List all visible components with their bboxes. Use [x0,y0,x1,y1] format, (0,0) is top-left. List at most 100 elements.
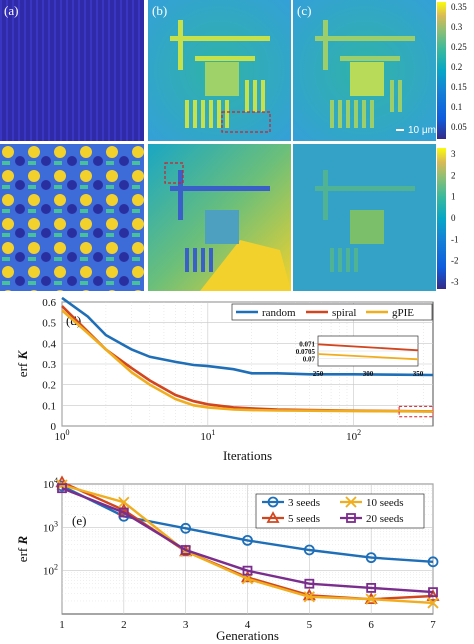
x-tick-label-d: 101 [200,428,215,443]
y-tick-label-d: 0.3 [42,359,56,371]
colorbar-bottom-tick-label: 0 [451,213,456,223]
inset-x-tick-label: 350 [413,370,424,378]
data-point-20-seeds [366,583,377,593]
x-tick-label-d: 100 [55,428,70,443]
y-tick-label-d: 0 [51,421,57,433]
x-tick-label-e: 3 [183,619,189,631]
y-tick-label-d: 0.2 [42,380,56,392]
colorbar-top-tick-label: 0.2 [451,62,462,72]
data-point-20-seeds [180,545,191,555]
legend-box-e [255,493,425,529]
legend-label-gPIE: gPIE [392,307,414,319]
inset-y-tick-label: 0.071 [299,341,315,349]
x-tick-label-e: 5 [307,619,313,631]
inset-x-tick-label: 250 [313,370,324,378]
x-axis-label-e: Generations [216,628,279,643]
colorbar-bottom-tick-label: -1 [451,234,459,244]
data-point-20-seeds [428,587,438,598]
phase-artifact-region [200,240,291,291]
colorbar-bottom-tick-label: 2 [451,170,456,180]
panel-label-a: (a) [4,3,18,18]
x-tick-label-e: 2 [121,619,127,631]
legend-d: random spiral gPIE [231,303,433,321]
legend-label-20-seeds: 20 seeds [366,513,404,525]
panel-a-phase [0,144,144,291]
colorbar-bottom: 3 2 1 0 -1 -2 -3 [437,148,459,289]
x-tick-label-e: 4 [245,619,251,631]
legend-marker-3-seeds [267,496,279,508]
test-target-c-top [315,20,415,128]
colorbar-top: 0.35 0.3 0.25 0.2 0.15 0.1 0.05 [437,2,467,139]
chart-d: 0 0.1 0.2 0.3 0.4 0.5 0.6 100 101 102 Iterations er… [15,296,434,463]
colorbar-top-tick-label: 0.1 [451,102,462,112]
colorbar-top-tick-label: 0.35 [451,2,467,12]
y-axis-label-e: erf R [15,535,30,562]
colorbar-bottom-tick-label: -2 [451,256,459,266]
colorbar-bottom-tick-label: -3 [451,277,459,287]
legend-label-5-seeds: 5 seeds [288,513,320,525]
scale-bar-label: 10 μm [408,125,436,136]
chart-e: 102 103 104 1 2 3 4 5 6 7 Generations erf R (e) 3 see… [15,475,440,643]
data-point-3-seeds [365,552,377,564]
colorbar-top-tick-label: 0.15 [451,82,467,92]
x-tick-label-e: 7 [430,619,436,631]
panel-label-c: (c) [297,3,311,18]
legend-marker-10-seeds [345,496,357,508]
data-point-3-seeds [303,544,315,556]
data-point-20-seeds [242,565,253,576]
colorbar-bottom-tick-label: 1 [451,192,456,202]
legend-marker-20-seeds [346,513,356,523]
data-point-10-seeds [365,593,377,605]
x-tick-label-e: 1 [59,619,65,631]
panel-a-amplitude [0,0,144,141]
inset-marker-box [221,111,271,133]
colorbar-top-tick-label: 0.3 [451,22,463,32]
y-tick-label-d: 0.6 [42,297,56,309]
legend-marker-5-seeds [266,511,280,523]
legend-label-3-seeds: 3 seeds [288,497,320,509]
data-point-20-seeds [304,578,315,589]
x-tick-label-d: 102 [346,428,361,443]
data-point-3-seeds [242,534,253,546]
image-panels: (a) (b) (c) 10 μm [0,0,436,291]
data-point-20-seeds [57,483,67,494]
series-line-20-seeds [61,487,434,594]
test-target-b-top [170,20,270,128]
colorbar-top-tick-label: 0.05 [451,122,467,132]
y-tick-label-e: 104 [43,476,58,491]
legend-label-10-seeds: 10 seeds [366,497,404,509]
data-point-10-seeds [427,597,439,609]
inset-x-tick-label: 300 [363,370,374,378]
data-point-10-seeds [303,591,315,603]
data-point-10-seeds [118,496,130,508]
inset-series-line-gPIE [317,353,419,361]
data-point-5-seeds [117,503,131,515]
colorbar-top-tick-label: 0.25 [451,42,467,52]
data-point-3-seeds [427,556,439,568]
data-point-3-seeds [180,522,192,534]
panel-label-e: (e) [72,513,86,528]
legend-label-random: random [262,307,296,319]
y-tick-label-e: 102 [43,563,58,578]
panel-label-b: (b) [152,3,167,18]
scale-bar [396,129,404,131]
y-axis-label-d: erf K [15,349,30,377]
inset-series-line-spiral [317,343,419,352]
zoom-region-box [398,405,434,418]
x-tick-label-e: 6 [368,619,374,631]
legend-e: 3 seeds 5 seeds 10 seeds 20 seeds [255,493,425,529]
y-tick-label-e: 103 [43,519,58,534]
legend-box-d [231,303,433,321]
test-target-c-bottom [315,170,415,272]
data-point-20-seeds [118,507,129,518]
series-line-random [61,296,434,377]
colorbar-bottom-tick-label: 3 [451,149,456,159]
dashed-marker-box [164,162,184,184]
series-line-gPIE [61,309,434,413]
y-tick-label-d: 0.5 [42,318,56,330]
y-tick-label-d: 0.1 [42,400,56,412]
x-axis-label-d: Iterations [223,448,272,463]
inset-y-tick-label: 0.07 [303,356,316,364]
